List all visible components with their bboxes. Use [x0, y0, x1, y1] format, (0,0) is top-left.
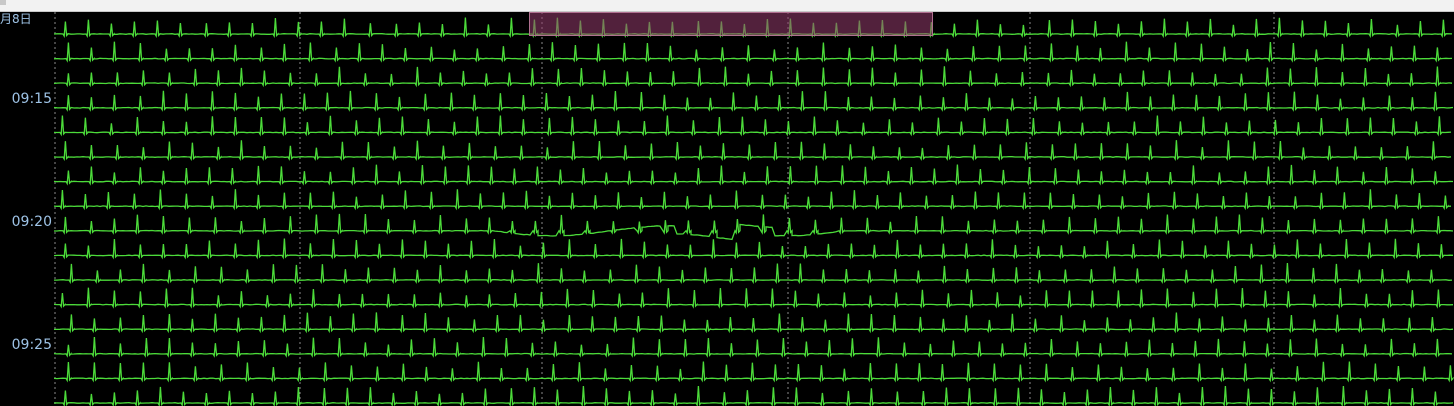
ecg-trace-row: [54, 361, 1454, 383]
ecg-trace-row: [54, 66, 1453, 88]
ecg-trace-row: [54, 385, 1454, 406]
ecg-trace-row: [54, 238, 1454, 260]
top-strip-mark: [0, 0, 6, 5]
ecg-trace-row: [54, 115, 1452, 137]
time-label-0920: 09:20: [11, 214, 52, 230]
ecg-trace-row: [54, 312, 1454, 334]
ecg-trace-row: [54, 164, 1454, 186]
ecg-trace-row: [54, 213, 1454, 241]
ecg-strip-canvas[interactable]: [54, 12, 1454, 406]
ecg-trace-row: [54, 90, 1454, 112]
time-label-0925: 09:25: [11, 337, 52, 353]
time-label-0915: 09:15: [11, 91, 52, 107]
top-strip: [0, 0, 1454, 12]
ecg-trace-row: [54, 189, 1452, 211]
ecg-trace-row: [54, 41, 1453, 63]
ecg-trace-row: [54, 140, 1452, 162]
date-label: 月8日: [0, 12, 32, 26]
ecg-trace-row: [54, 287, 1454, 309]
selection-highlight[interactable]: [529, 12, 933, 36]
time-axis: [0, 12, 54, 406]
ecg-trace-row: [54, 263, 1453, 285]
ecg-trace-row: [54, 336, 1453, 358]
